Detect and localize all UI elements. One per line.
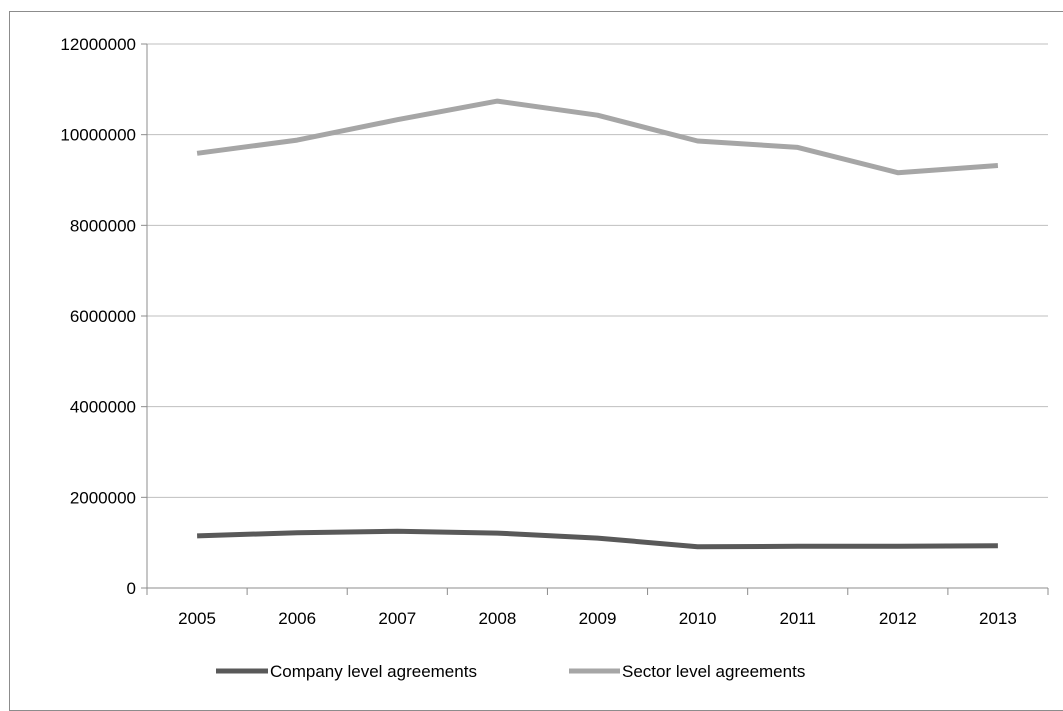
x-tick-label: 2006 [278, 609, 316, 628]
series-lines [197, 101, 998, 547]
y-tick-label: 2000000 [70, 488, 136, 507]
x-tick-label: 2005 [178, 609, 216, 628]
y-axis-tick-labels: 0 2000000 4000000 6000000 8000000 10000000 120… [60, 35, 136, 598]
y-tick-label: 8000000 [70, 216, 136, 235]
series-line-company-level [197, 531, 998, 546]
legend-label: Sector level agreements [622, 662, 805, 681]
axes [141, 44, 1048, 595]
x-tick-label: 2011 [779, 609, 816, 628]
gridlines [147, 44, 1048, 497]
x-axis-tick-labels: 2005 2006 2007 2008 2009 2010 2011 2012 2013 [178, 609, 1017, 628]
legend: Company level agreements Sector level agr… [216, 662, 805, 681]
series-line-sector-level [197, 101, 998, 173]
x-tick-label: 2010 [679, 609, 717, 628]
y-tick-label: 4000000 [70, 398, 136, 417]
x-tick-label: 2009 [579, 609, 617, 628]
x-tick-label: 2013 [979, 609, 1017, 628]
legend-label: Company level agreements [270, 662, 477, 681]
x-tick-label: 2012 [879, 609, 917, 628]
y-tick-label: 0 [127, 579, 136, 598]
x-tick-label: 2008 [478, 609, 516, 628]
x-tick-label: 2007 [378, 609, 416, 628]
y-tick-label: 6000000 [70, 307, 136, 326]
y-tick-label: 10000000 [60, 126, 136, 145]
y-tick-label: 12000000 [60, 35, 136, 54]
